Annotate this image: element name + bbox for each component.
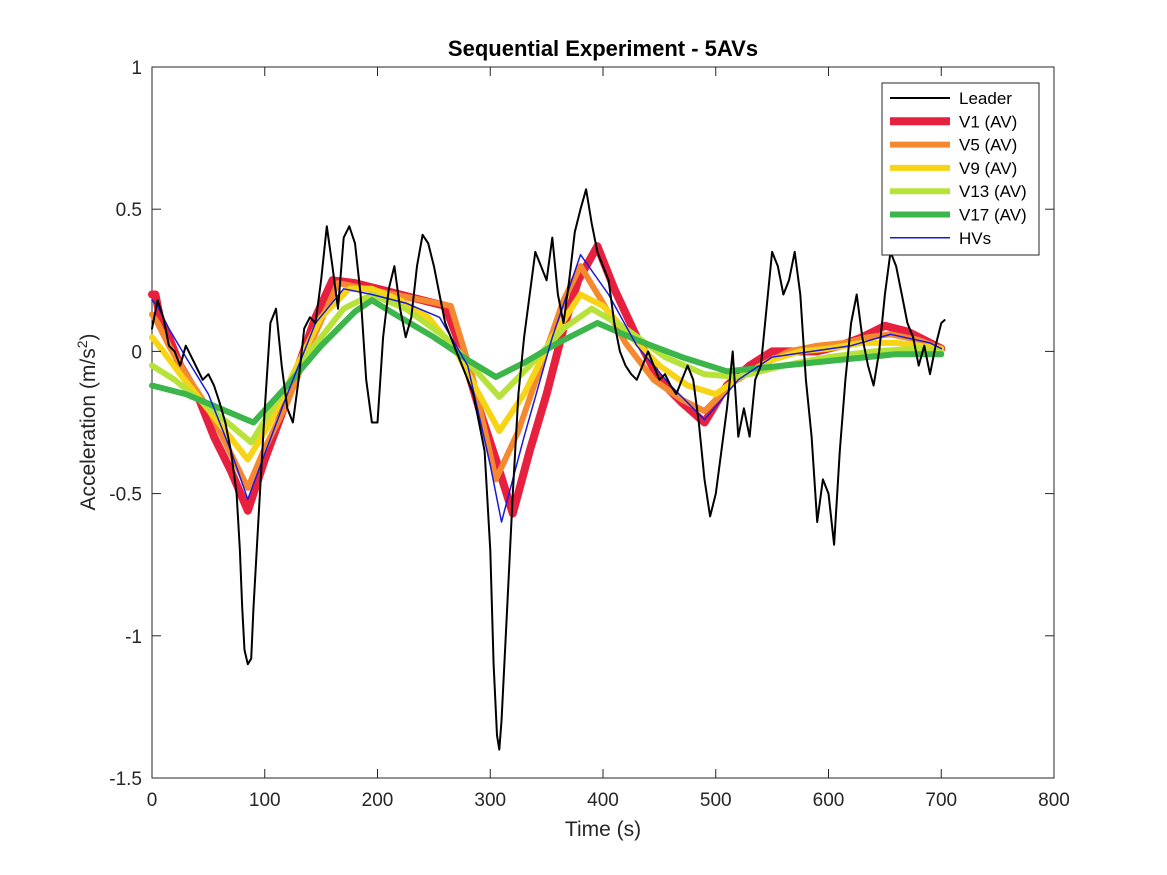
y-axis-label-close: ) xyxy=(77,333,100,340)
x-axis-label: Time (s) xyxy=(565,818,641,841)
x-tick-label: 300 xyxy=(474,790,506,811)
x-tick-label: 400 xyxy=(587,790,619,811)
y-tick-label: -1.5 xyxy=(109,769,142,790)
y-axis-label-superscript: 2 xyxy=(74,340,90,348)
y-tick-label: -0.5 xyxy=(109,485,142,506)
x-tick-label: 500 xyxy=(700,790,732,811)
x-tick-label: 100 xyxy=(249,790,281,811)
legend-label-v13-av: V13 (AV) xyxy=(959,182,1027,201)
series-line-leader xyxy=(151,188,946,751)
x-tick-label: 700 xyxy=(925,790,957,811)
series-line-v9-av xyxy=(149,285,945,463)
legend-label-v17-av: V17 (AV) xyxy=(959,206,1027,225)
x-tick-label: 0 xyxy=(147,790,158,811)
y-tick-label: 0.5 xyxy=(116,200,142,221)
tick-layer xyxy=(151,66,1055,779)
series-layer xyxy=(148,188,946,751)
x-tick-label: 600 xyxy=(813,790,845,811)
x-tick-label: 200 xyxy=(362,790,394,811)
x-tick-label: 800 xyxy=(1038,790,1070,811)
legend-label-v1-av: V1 (AV) xyxy=(959,112,1017,131)
y-tick-label: 1 xyxy=(131,58,142,79)
y-axis-label-main: Acceleration (m/s xyxy=(77,348,100,510)
legend-label-hvs: HVs xyxy=(959,229,991,248)
y-tick-label: -1 xyxy=(125,627,142,648)
y-axis-label: Acceleration (m/s2) xyxy=(74,333,100,510)
legend-label-v5-av: V5 (AV) xyxy=(959,136,1017,155)
legend: Leader V1 (AV) V5 (AV) V9 (AV) V13 (AV) V17 (… xyxy=(881,82,1040,256)
y-tick-label: 0 xyxy=(131,342,142,363)
chart-title: Sequential Experiment - 5AVs xyxy=(448,36,758,61)
legend-label-leader: Leader xyxy=(959,89,1012,108)
legend-label-v9-av: V9 (AV) xyxy=(959,159,1017,178)
